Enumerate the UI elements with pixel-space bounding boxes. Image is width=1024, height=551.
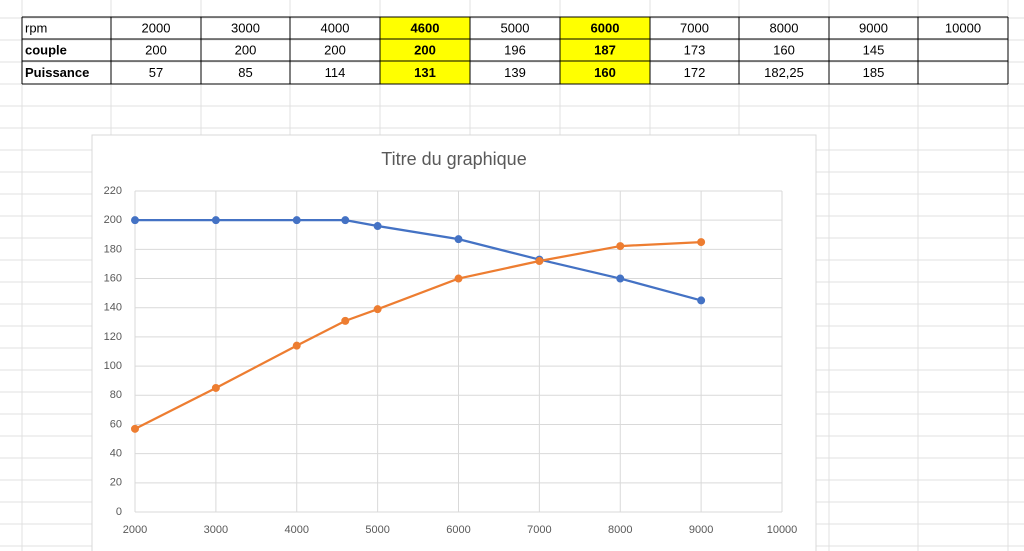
data-point [373, 305, 382, 314]
table-cell: couple [25, 42, 67, 57]
table-cell: 160 [594, 65, 616, 80]
x-tick-label: 9000 [689, 524, 713, 536]
x-tick-label: 3000 [204, 524, 228, 536]
y-tick-label: 60 [110, 418, 122, 430]
chart-title: Titre du graphique [381, 149, 526, 169]
header-cell: 8000 [770, 20, 799, 35]
table-cell: 196 [504, 42, 526, 57]
table-cell: 172 [684, 65, 706, 80]
data-point [535, 257, 544, 266]
data-point [454, 274, 463, 283]
y-tick-label: 0 [116, 506, 122, 518]
highlight-cell [380, 17, 470, 39]
x-tick-label: 6000 [446, 524, 470, 536]
x-tick-label: 2000 [123, 524, 147, 536]
header-cell: 10000 [945, 20, 981, 35]
chart-area[interactable] [91, 134, 817, 551]
data-point [454, 235, 463, 244]
header-cell: 4600 [411, 20, 440, 35]
table-cell: 200 [145, 42, 167, 57]
table-cell: 200 [235, 42, 257, 57]
y-tick-label: 160 [104, 272, 122, 284]
data-table: rpm 2000 3000 4000 4600 5000 6000 7000 8000 9000 1… [21, 16, 1009, 85]
data-point [292, 216, 301, 225]
x-tick-label: 4000 [285, 524, 309, 536]
header-cell: 6000 [591, 20, 620, 35]
highlight-cell [380, 61, 470, 84]
y-tick-label: 80 [110, 389, 122, 401]
data-point [211, 383, 220, 392]
header-cell: 3000 [231, 20, 260, 35]
header-cell: 7000 [680, 20, 709, 35]
y-tick-label: 20 [110, 477, 122, 489]
table-cell: 139 [504, 65, 526, 80]
data-point [697, 238, 706, 247]
table-cell: 182,25 [764, 65, 804, 80]
x-tick-label: 10000 [767, 524, 798, 536]
y-tick-label: 200 [104, 214, 122, 226]
table-cell: Puissance [25, 65, 89, 80]
table-cell: 173 [684, 42, 706, 57]
y-tick-label: 40 [110, 448, 122, 460]
y-tick-label: 220 [104, 185, 122, 197]
highlight-cell [560, 39, 650, 61]
header-cell: 5000 [501, 20, 530, 35]
table-cell: 185 [863, 65, 885, 80]
y-tick-label: 140 [104, 302, 122, 314]
table-cell: 114 [325, 65, 346, 80]
highlight-cell [560, 61, 650, 84]
y-tick-label: 180 [104, 243, 122, 255]
data-point [616, 242, 625, 251]
data-point [616, 274, 625, 283]
data-point [341, 216, 350, 225]
y-tick-label: 100 [104, 360, 122, 372]
table-cell: 200 [414, 42, 436, 57]
y-tick-label: 120 [104, 331, 122, 343]
x-tick-label: 7000 [527, 524, 551, 536]
table-cell: 57 [149, 65, 163, 80]
header-cell: 2000 [142, 20, 171, 35]
data-point [211, 216, 220, 225]
table-cell: 131 [414, 65, 436, 80]
table-cell: 200 [324, 42, 346, 57]
plot-area: 0 20 40 60 80 100 120 140 160 180 200 220 2000 3000 40… [104, 185, 798, 536]
table-cell: 160 [773, 42, 795, 57]
table-cell: 187 [594, 42, 616, 57]
header-cell: 9000 [859, 20, 888, 35]
data-point [373, 222, 382, 231]
x-tick-label: 8000 [608, 524, 632, 536]
data-point [131, 424, 139, 433]
header-cell: 4000 [321, 20, 350, 35]
data-point [341, 316, 350, 325]
table-cell: 85 [238, 65, 252, 80]
data-point [697, 296, 706, 305]
highlight-cell [560, 17, 650, 39]
data-point [292, 341, 301, 350]
x-tick-label: 5000 [365, 524, 389, 536]
data-point [131, 216, 139, 225]
table-cell: 145 [863, 42, 885, 57]
header-cell: rpm [25, 20, 47, 35]
highlight-cell [380, 39, 470, 61]
